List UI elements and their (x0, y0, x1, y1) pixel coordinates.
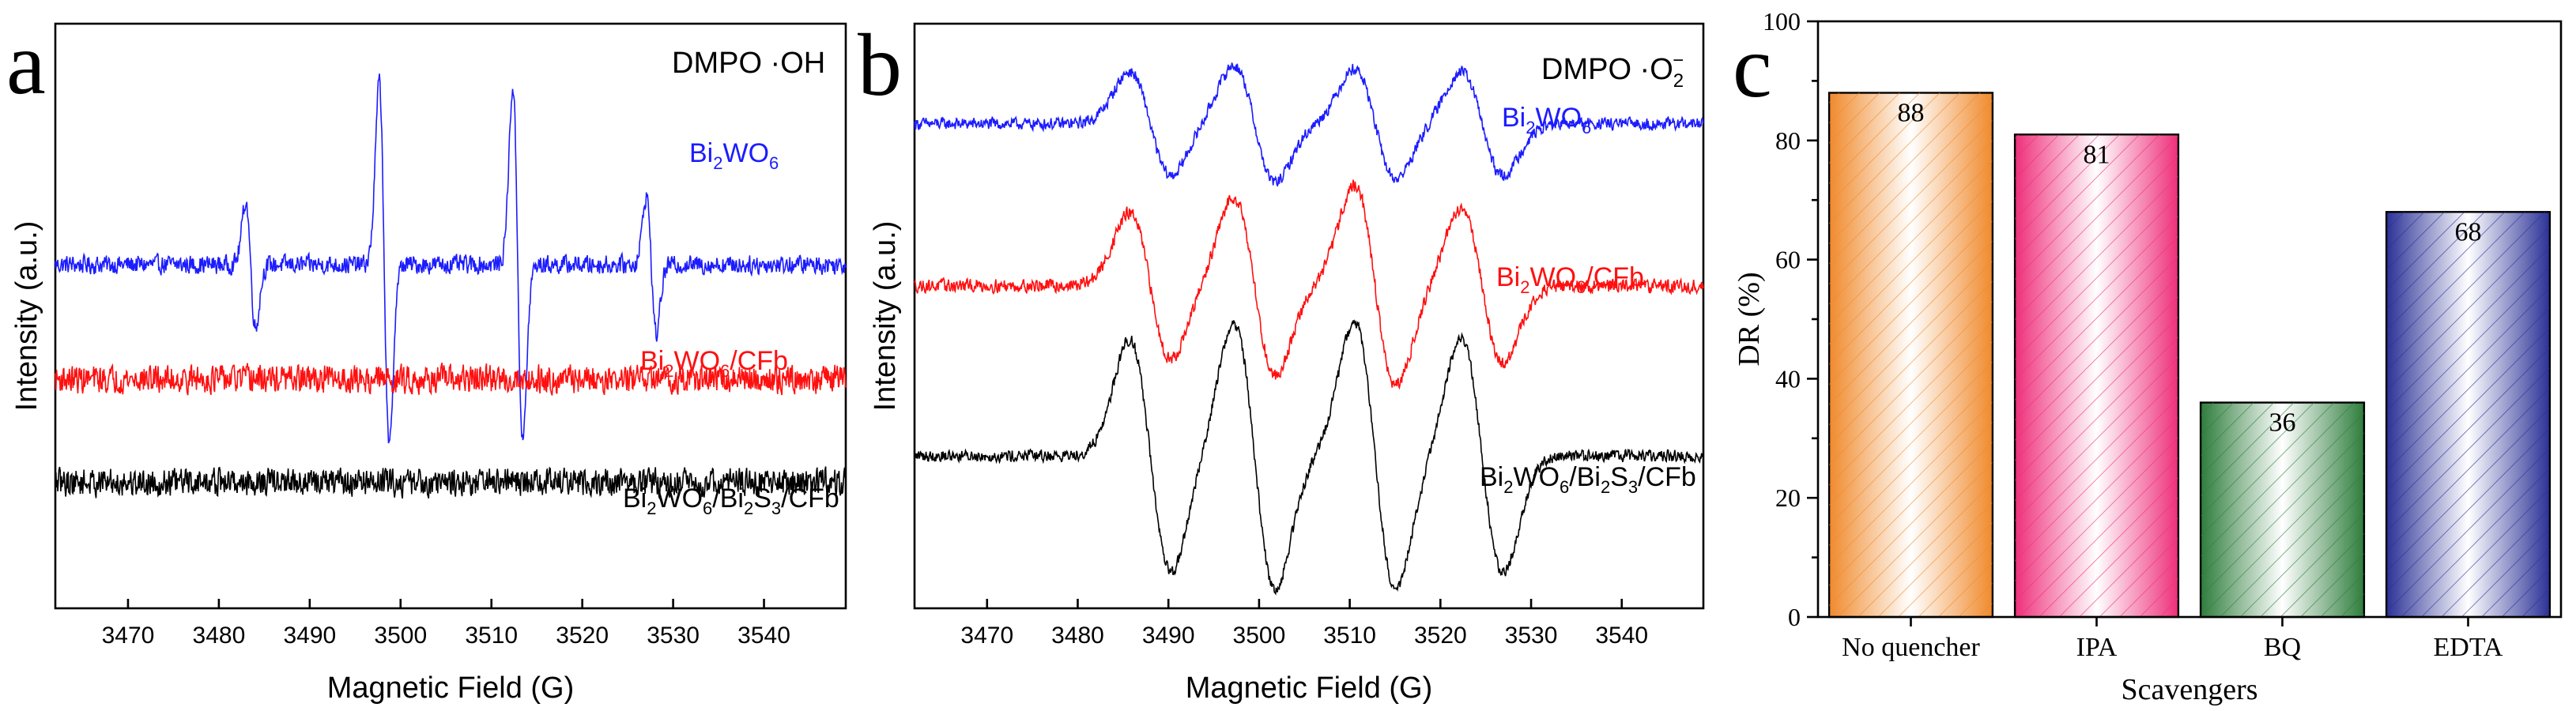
panel-a-trace-bi2wo6-bi2s3-cfb (55, 466, 847, 501)
panel-c: c 88 81 36 68 0 20 40 60 80 100 No quencher IPA BQ… (1733, 7, 2563, 706)
panel-c-y-axis-label: DR (%) (1733, 272, 1766, 366)
bar-ipa-hatch (2015, 134, 2178, 617)
panel-c-y-tick-label: 80 (1775, 126, 1801, 155)
panel-c-x-axis-label: Scavengers (2121, 673, 2257, 706)
panel-b-x-tick-label: 3480 (1051, 623, 1104, 649)
panel-a-x-axis-label: Magnetic Field (G) (327, 672, 575, 705)
panel-b-x-ticks: 3470 3480 3490 3500 3510 3520 3530 3540 (960, 599, 1648, 649)
panel-b-y-axis-label: Intensity (a.u.) (869, 221, 902, 412)
panel-a-x-tick-label: 3530 (647, 623, 700, 649)
panel-b-x-axis-label: Magnetic Field (G) (1186, 672, 1433, 705)
panel-c-y-tick-label: 60 (1775, 246, 1801, 274)
panel-a-x-tick-label: 3510 (465, 623, 518, 649)
panel-c-y-ticks: 0 20 40 60 80 100 (1763, 7, 1818, 631)
panel-b-label: b (858, 17, 902, 115)
panel-b-traces (914, 62, 1704, 596)
panel-b-x-tick-label: 3510 (1323, 623, 1376, 649)
bar-edta-hatch (2386, 212, 2550, 617)
panel-b-frame (913, 22, 1705, 610)
panel-a-x-tick-label: 3480 (193, 623, 246, 649)
bar-no-quencher-hatch (1829, 92, 1993, 618)
bar-bq-value-label: 36 (2269, 408, 2296, 438)
panel-b-label-bi2wo6-cfb: Bi2WO6/CFb (1496, 262, 1644, 297)
panel-b-trace-bi2wo6-bi2s3-cfb (914, 319, 1704, 596)
panel-c-x-tick-label: EDTA (2434, 633, 2503, 662)
panel-c-label: c (1733, 18, 1772, 116)
panel-c-x-tick-label: No quencher (1842, 633, 1980, 662)
panel-a: a DMPO ·OH 3470 3480 3490 3500 3510 3520 3530 3… (6, 15, 847, 705)
panel-a-trace-bi2wo6 (55, 73, 847, 444)
panel-c-y-tick-label: 100 (1763, 7, 1801, 36)
panel-b-trace-bi2wo6-cfb (914, 179, 1704, 390)
panel-a-label-bi2wo6-cfb: Bi2WO6/CFb (640, 346, 788, 381)
panel-c-y-tick-label: 0 (1788, 603, 1801, 631)
panel-a-label: a (6, 15, 46, 113)
panel-a-x-tick-label: 3540 (737, 623, 790, 649)
panel-a-x-ticks: 3470 3480 3490 3500 3510 3520 3530 3540 (102, 599, 790, 649)
panel-b-x-tick-label: 3520 (1414, 623, 1467, 649)
panel-a-label-bi2wo6-bi2s3-cfb: Bi2WO6/Bi2S3/CFb (623, 483, 839, 518)
panel-b-x-tick-label: 3540 (1595, 623, 1648, 649)
panel-c-x-tick-label: BQ (2264, 633, 2301, 662)
panel-a-x-tick-label: 3520 (556, 623, 609, 649)
panel-c-bars: 88 81 36 68 (1827, 92, 2551, 619)
panel-b: b DMPO ·O2− 3470 3480 3490 3500 3510 3520 3530… (858, 17, 1705, 705)
panel-a-y-axis-label: Intensity (a.u.) (10, 221, 43, 412)
panel-b-x-tick-label: 3530 (1505, 623, 1558, 649)
panel-a-x-tick-label: 3500 (374, 623, 427, 649)
panel-a-x-tick-label: 3470 (102, 623, 155, 649)
panel-b-x-tick-label: 3470 (960, 623, 1013, 649)
panel-a-frame (54, 22, 847, 610)
bar-bq-hatch (2201, 402, 2364, 617)
panel-c-x-tick-label: IPA (2076, 633, 2118, 662)
panel-c-x-ticks: No quencher IPA BQ EDTA (1842, 617, 2503, 662)
panel-a-label-bi2wo6: Bi2WO6 (689, 138, 779, 173)
panel-a-trace-bi2wo6-cfb (55, 363, 847, 396)
panel-b-label-bi2wo6: Bi2WO6 (1502, 103, 1591, 137)
panel-b-x-tick-label: 3490 (1142, 623, 1195, 649)
bar-edta-value-label: 68 (2455, 217, 2482, 246)
panel-a-x-tick-label: 3490 (283, 623, 336, 649)
panel-c-y-tick-label: 20 (1775, 483, 1801, 512)
panel-b-title: DMPO ·O2− (1541, 50, 1684, 92)
panel-b-label-bi2wo6-bi2s3-cfb: Bi2WO6/Bi2S3/CFb (1480, 462, 1696, 497)
panel-a-traces (55, 73, 847, 501)
panel-b-trace-bi2wo6 (914, 62, 1704, 187)
bar-ipa-value-label: 81 (2084, 140, 2110, 169)
panel-c-y-tick-label: 40 (1775, 364, 1801, 393)
panel-b-x-tick-label: 3500 (1233, 623, 1286, 649)
bar-no-quencher-value-label: 88 (1898, 98, 1925, 127)
panel-a-title: DMPO ·OH (672, 47, 825, 80)
